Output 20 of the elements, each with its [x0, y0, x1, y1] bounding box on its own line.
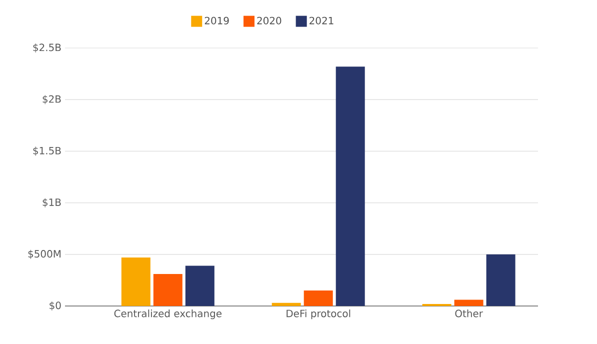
bar — [304, 290, 333, 306]
legend-label: 2019 — [204, 16, 229, 24]
bar — [336, 66, 365, 306]
bar — [272, 302, 301, 306]
bar — [486, 254, 516, 306]
y-tick-label: $0 — [50, 301, 61, 311]
y-tick-label: $2.5B — [33, 43, 61, 53]
legend-label: 2021 — [310, 16, 334, 24]
x-tick-label: Centralized exchange — [114, 310, 222, 320]
y-tick-label: $500M — [28, 250, 60, 259]
y-tick-label: $1B — [42, 198, 61, 208]
x-tick-label: DeFi protocol — [286, 310, 350, 320]
legend-label: 2020 — [257, 16, 282, 24]
bar — [153, 274, 182, 306]
bar — [121, 257, 150, 306]
bar — [454, 300, 484, 306]
bar — [185, 266, 214, 306]
y-tick-label: $2B — [42, 95, 61, 104]
y-tick-label: $1.5B — [33, 146, 61, 156]
x-tick-label: Other — [455, 310, 483, 318]
